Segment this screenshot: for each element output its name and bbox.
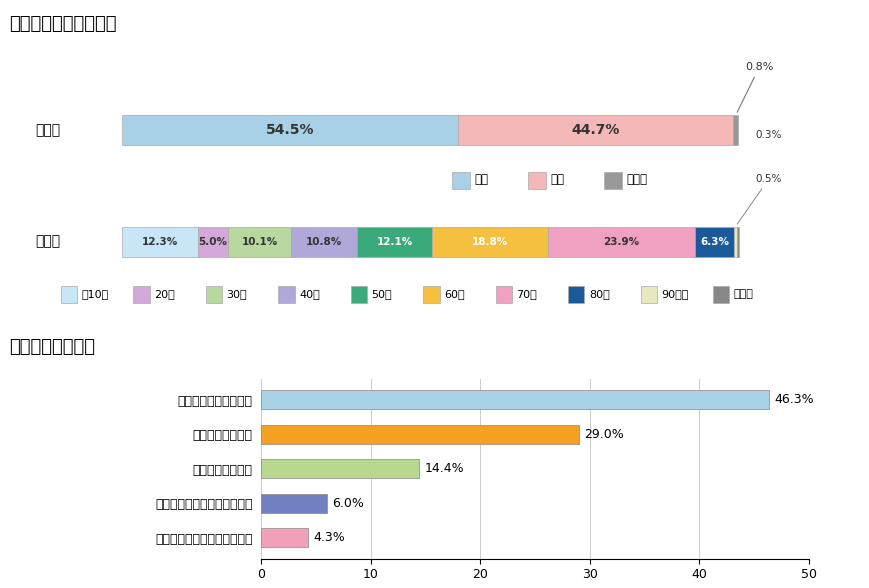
Bar <box>452 172 469 189</box>
Text: 【役割別認知度】: 【役割別認知度】 <box>9 338 95 356</box>
Text: 【回答者の基本情報】: 【回答者の基本情報】 <box>9 15 116 33</box>
Bar <box>547 226 694 256</box>
Bar <box>261 390 767 409</box>
Text: 年　代: 年 代 <box>35 235 60 249</box>
Bar <box>133 286 149 303</box>
Text: 未回答: 未回答 <box>733 289 753 299</box>
Bar <box>457 115 733 145</box>
Text: 60代: 60代 <box>443 289 464 299</box>
Text: 46.3%: 46.3% <box>773 393 813 406</box>
Bar <box>261 529 308 547</box>
Text: 女性: 女性 <box>550 173 564 186</box>
Bar <box>261 425 578 444</box>
Text: 70代: 70代 <box>516 289 536 299</box>
Text: 12.1%: 12.1% <box>376 236 412 247</box>
Bar <box>495 286 511 303</box>
Text: ～10代: ～10代 <box>82 289 109 299</box>
Text: 0.8%: 0.8% <box>736 62 773 112</box>
Bar <box>567 286 584 303</box>
Bar <box>640 286 656 303</box>
Bar <box>604 172 621 189</box>
Text: 0.3%: 0.3% <box>755 130 781 140</box>
Bar <box>261 494 327 513</box>
Bar <box>713 286 728 303</box>
Text: 未回答: 未回答 <box>626 173 647 186</box>
Text: 12.3%: 12.3% <box>142 236 177 247</box>
Bar <box>422 286 439 303</box>
Bar <box>736 226 738 256</box>
Text: 29.0%: 29.0% <box>584 428 623 441</box>
Text: 4.3%: 4.3% <box>313 532 345 544</box>
Bar <box>61 286 77 303</box>
Text: 44.7%: 44.7% <box>571 123 619 137</box>
Bar <box>278 286 295 303</box>
Bar <box>206 286 222 303</box>
Bar <box>733 226 736 256</box>
Text: 20代: 20代 <box>154 289 175 299</box>
Bar <box>197 226 229 256</box>
Bar <box>527 172 546 189</box>
Bar <box>694 226 733 256</box>
Text: 5.0%: 5.0% <box>198 236 228 247</box>
Text: 10.1%: 10.1% <box>242 236 277 247</box>
Text: 18.8%: 18.8% <box>471 236 507 247</box>
Bar <box>350 286 367 303</box>
Bar <box>357 226 431 256</box>
Text: 6.0%: 6.0% <box>332 497 364 510</box>
Text: 男性: 男性 <box>474 173 488 186</box>
Bar <box>431 226 547 256</box>
Text: 90代～: 90代～ <box>660 289 688 299</box>
Bar <box>229 226 290 256</box>
Text: 30代: 30代 <box>226 289 247 299</box>
Text: 6.3%: 6.3% <box>700 236 728 247</box>
Bar <box>733 115 738 145</box>
Text: 0.5%: 0.5% <box>736 173 781 224</box>
Bar <box>122 115 457 145</box>
Bar <box>290 226 357 256</box>
Text: 40代: 40代 <box>299 289 320 299</box>
Bar <box>261 459 418 479</box>
Text: 54.5%: 54.5% <box>265 123 314 137</box>
Text: 50代: 50代 <box>371 289 392 299</box>
Text: 性　別: 性 別 <box>35 123 60 137</box>
Text: 14.4%: 14.4% <box>424 462 463 476</box>
Text: 23.9%: 23.9% <box>603 236 639 247</box>
Text: 10.8%: 10.8% <box>306 236 342 247</box>
Bar <box>122 226 197 256</box>
Text: 80代: 80代 <box>588 289 609 299</box>
